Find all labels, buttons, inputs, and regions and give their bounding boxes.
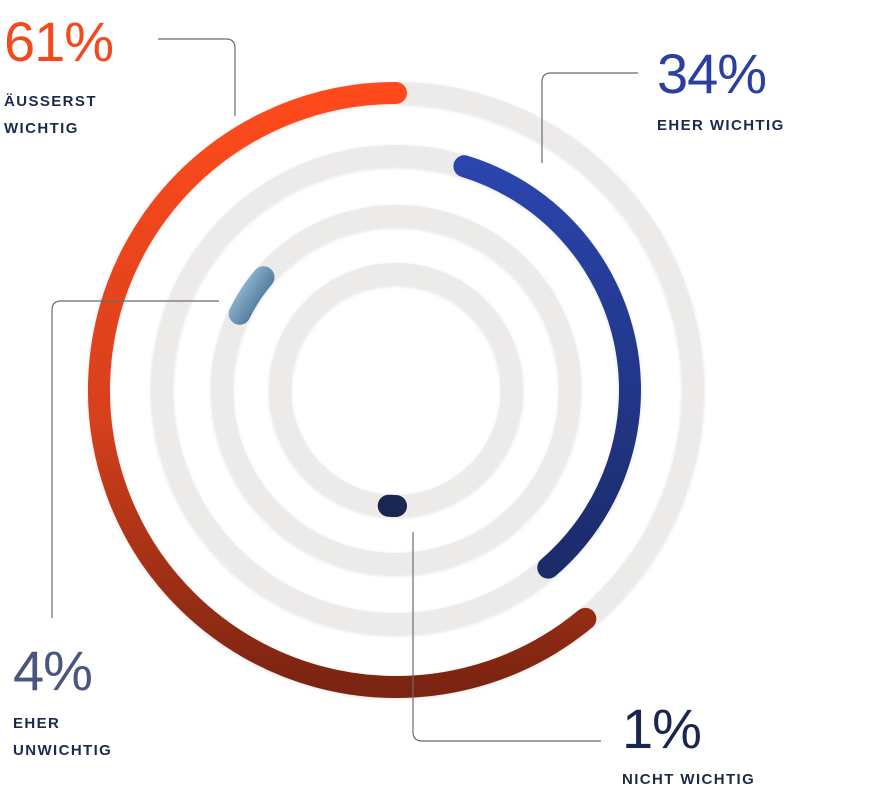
category-label-eher-unwichtig-line2: UNWICHTIG — [13, 737, 112, 764]
category-label-nicht-wichtig: NICHT WICHTIG — [622, 766, 755, 793]
value-label-nicht-wichtig: 1% — [622, 701, 701, 757]
leader-line-eher-unwichtig — [52, 301, 219, 618]
category-label-eher-wichtig: EHER WICHTIG — [657, 112, 785, 139]
track-ring-nicht-wichtig — [280, 274, 512, 506]
value-label-eher-unwichtig: 4% — [13, 643, 92, 699]
category-label-aeusserst-wichtig-line2: WICHTIG — [4, 115, 79, 142]
value-label-eher-wichtig: 34% — [657, 46, 766, 102]
bar-eher-wichtig — [464, 166, 630, 567]
category-label-aeusserst-wichtig-line1: ÄUSSERST — [4, 88, 97, 115]
bar-eher-unwichtig — [240, 277, 264, 313]
value-label-aeusserst-wichtig: 61% — [4, 14, 113, 70]
category-label-eher-unwichtig-line1: EHER — [13, 710, 60, 737]
leader-line-aeusserst-wichtig — [158, 39, 235, 116]
